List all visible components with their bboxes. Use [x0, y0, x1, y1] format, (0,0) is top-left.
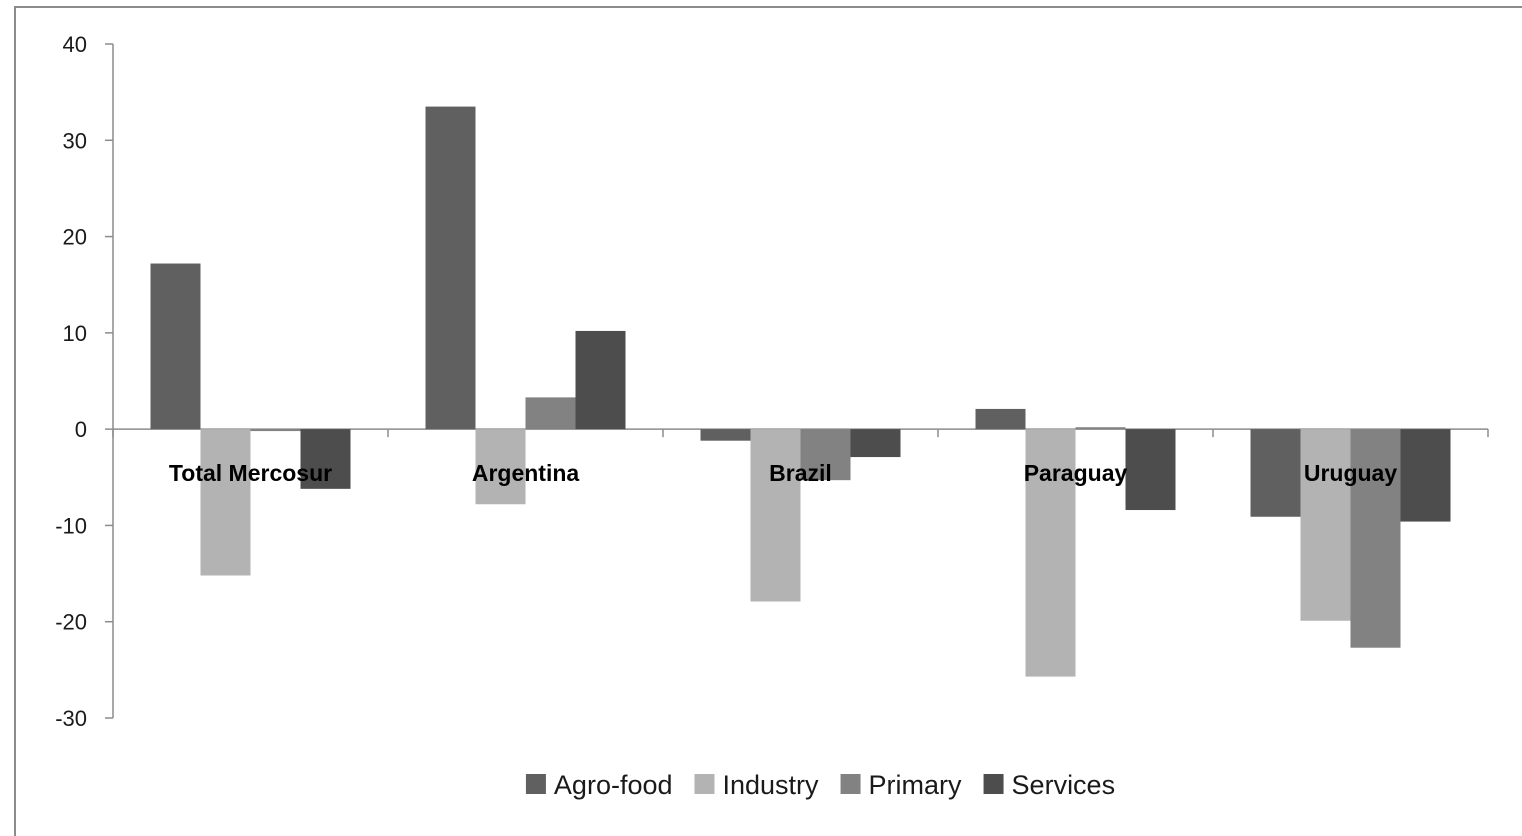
bar-services-brazil	[850, 429, 901, 458]
chart-frame	[14, 6, 1522, 836]
bar-primary-brazil	[800, 429, 851, 481]
bar-services-total-mercosur	[300, 429, 351, 489]
bar-industry-brazil	[750, 429, 801, 602]
bar-primary-total-mercosur	[250, 429, 301, 432]
y-tick-label: 20	[63, 225, 87, 250]
y-tick-label: 0	[75, 417, 87, 442]
legend-swatch	[840, 774, 861, 794]
bar-services-uruguay	[1400, 429, 1451, 522]
bar-industry-paraguay	[1025, 429, 1076, 677]
y-tick-label: 40	[63, 32, 87, 57]
category-label: Argentina	[472, 460, 580, 486]
bar-agro-food-uruguay	[1250, 429, 1301, 517]
bar-agro-food-total-mercosur	[150, 263, 201, 430]
bar-agro-food-paraguay	[975, 408, 1026, 430]
y-tick-label: 10	[63, 321, 87, 346]
bar-primary-argentina	[525, 397, 576, 430]
category-label: Brazil	[769, 460, 832, 486]
legend-label: Industry	[723, 770, 820, 800]
bar-services-argentina	[575, 330, 626, 430]
legend: Agro-food Industry Primary Services	[525, 770, 1116, 800]
bar-primary-uruguay	[1350, 429, 1401, 648]
legend-swatch	[983, 774, 1004, 794]
legend-label: Services	[1012, 770, 1116, 800]
bars	[150, 106, 1451, 677]
category-label: Paraguay	[1024, 460, 1128, 486]
legend-label: Primary	[869, 770, 962, 800]
category-label: Uruguay	[1304, 460, 1398, 486]
bar-primary-paraguay	[1075, 427, 1126, 430]
category-labels: Total Mercosur Argentina Brazil Paraguay Uru…	[169, 460, 1397, 486]
bar-industry-uruguay	[1300, 429, 1351, 621]
category-label: Total Mercosur	[169, 460, 332, 486]
bar-agro-food-argentina	[425, 106, 476, 430]
bar-agro-food-brazil	[700, 429, 751, 441]
bar-services-paraguay	[1125, 429, 1176, 511]
legend-label: Agro-food	[554, 770, 673, 800]
y-tick-label: -30	[55, 706, 87, 731]
y-tick-label: -20	[55, 610, 87, 635]
y-tick-label: 30	[63, 128, 87, 153]
bar-industry-total-mercosur	[200, 429, 251, 576]
legend-swatch	[694, 774, 715, 794]
y-axis: 40 30 20 10 0 -10 -20 -30	[55, 32, 114, 731]
y-tick-label: -10	[55, 513, 87, 538]
legend-swatch	[525, 774, 546, 794]
bar-industry-argentina	[475, 429, 526, 505]
